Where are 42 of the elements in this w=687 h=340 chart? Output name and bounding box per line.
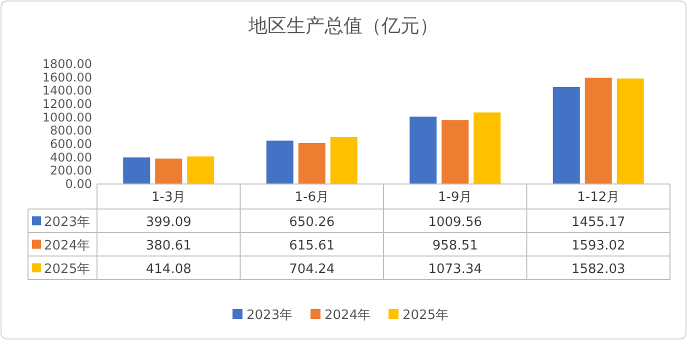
data-label: 1593.02	[571, 238, 626, 254]
y-tick-label: 0.00	[65, 177, 92, 191]
bar	[552, 86, 580, 184]
legend-label: 2023年	[44, 214, 90, 230]
data-label: 1582.03	[571, 262, 626, 277]
x-tick-label: 1-6月	[294, 190, 329, 205]
x-tick-label: 1-12月	[577, 190, 620, 205]
bar	[266, 140, 294, 184]
data-label: 1009.56	[428, 214, 482, 230]
bar	[330, 137, 358, 184]
y-tick-label: 1600.00	[42, 70, 92, 84]
x-tick-label: 1-3月	[152, 190, 186, 205]
data-label: 380.61	[146, 238, 192, 254]
data-label: 704.24	[289, 262, 335, 277]
data-label: 414.08	[146, 262, 192, 277]
bar	[155, 158, 182, 184]
y-tick-label: 1400.00	[42, 84, 92, 98]
data-label: 615.61	[289, 238, 335, 254]
legend-label: 2024年	[44, 238, 90, 254]
data-label: 958.51	[432, 238, 478, 254]
data-label: 650.26	[289, 214, 335, 230]
data-label: 1073.34	[428, 262, 482, 277]
legend-label: 2025年	[402, 308, 449, 323]
bar	[123, 157, 150, 184]
bar	[616, 78, 644, 184]
bar	[474, 112, 501, 184]
title: 地区生产总值（亿元）	[248, 15, 438, 37]
bar	[442, 120, 469, 184]
bar	[298, 142, 326, 184]
y-tick-label: 800.00	[50, 124, 92, 138]
data-label: 1455.17	[571, 214, 626, 230]
y-tick-label: 1800.00	[42, 57, 92, 71]
x-tick-label: 1-9月	[438, 190, 472, 205]
bar	[187, 156, 214, 184]
y-tick-label: 600.00	[50, 137, 92, 151]
bar	[584, 78, 612, 184]
y-tick-label: 400.00	[50, 150, 92, 164]
y-tick-label: 200.00	[50, 164, 92, 178]
y-tick-label: 1000.00	[42, 110, 92, 124]
data-label: 399.09	[146, 214, 192, 230]
y-tick-label: 1200.00	[42, 97, 92, 111]
bar	[410, 116, 437, 184]
